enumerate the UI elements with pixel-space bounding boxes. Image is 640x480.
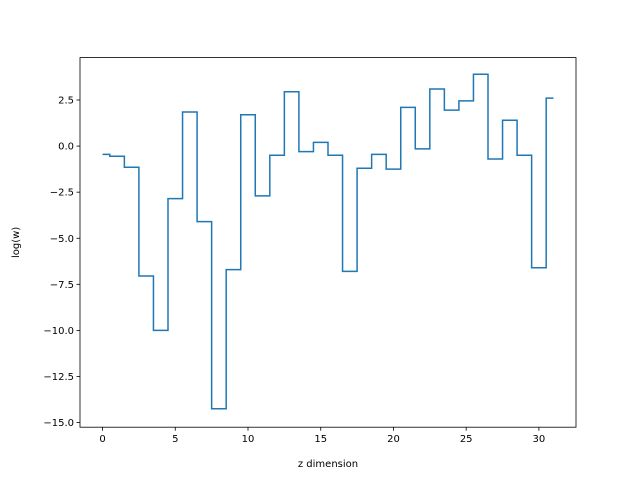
x-axis: 0 5 10 15 20 25 30 bbox=[99, 427, 545, 445]
y-tick-label: −12.5 bbox=[43, 372, 74, 383]
y-tick-label: −10.0 bbox=[43, 326, 74, 337]
x-tick-label: 15 bbox=[314, 434, 327, 445]
y-tick-label: 2.5 bbox=[58, 95, 74, 106]
y-tick-label: 0.0 bbox=[58, 142, 74, 153]
y-tick-label: −15.0 bbox=[43, 418, 74, 429]
plot-frame bbox=[79, 57, 577, 428]
x-tick-label: 5 bbox=[172, 434, 178, 445]
x-tick-label: 0 bbox=[99, 434, 105, 445]
x-tick-label: 20 bbox=[387, 434, 400, 445]
y-axis-label: log(w) bbox=[11, 227, 22, 258]
x-tick-label: 25 bbox=[460, 434, 473, 445]
y-axis: −15.0 −12.5 −10.0 −7.5 −5.0 −2.5 0.0 2.5 bbox=[43, 95, 80, 429]
series-layer bbox=[102, 73, 554, 410]
y-tick-label: −2.5 bbox=[50, 188, 74, 199]
x-axis-label: z dimension bbox=[298, 459, 358, 470]
x-tick-label: 10 bbox=[242, 434, 255, 445]
y-tick-label: −7.5 bbox=[50, 280, 74, 291]
x-tick-label: 30 bbox=[533, 434, 546, 445]
series-line-0 bbox=[102, 73, 554, 410]
y-tick-label: −5.0 bbox=[50, 234, 74, 245]
